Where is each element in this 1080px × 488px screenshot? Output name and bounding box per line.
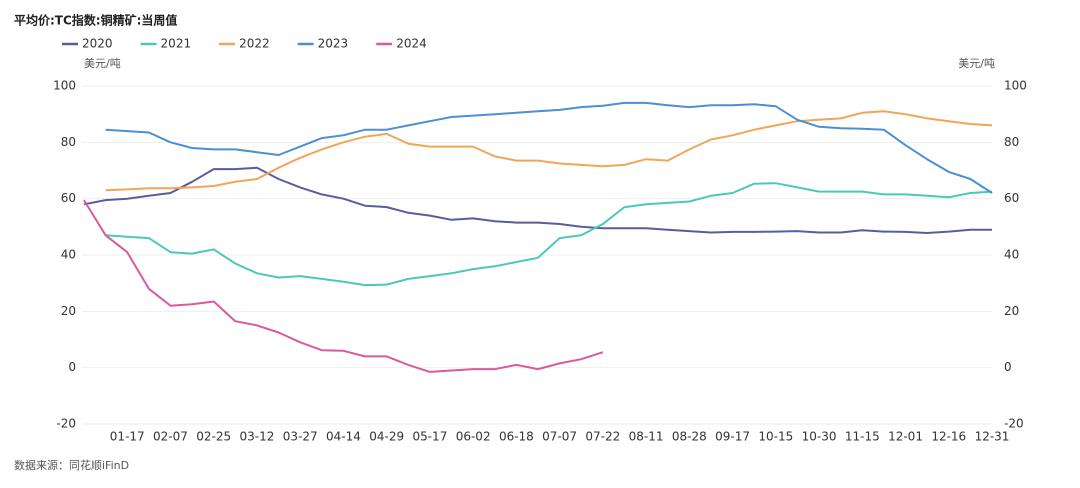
x-tick-label: 12-31 [975,430,1010,444]
series-line [105,182,993,287]
x-tick-label: 08-11 [629,430,664,444]
y-tick-label: 100 [53,79,76,93]
y-tick-label: -20 [56,417,76,431]
y2-tick-label: 80 [1004,135,1019,149]
x-tick-label: 09-17 [715,430,750,444]
y-tick-label: 40 [61,248,76,262]
legend-label: 2024 [396,37,427,51]
x-tick-label: 02-25 [196,430,231,444]
x-tick-label: 04-14 [326,430,361,444]
source: 数据来源：同花顺iFinD [14,458,129,472]
x-tick-label: 10-30 [802,430,837,444]
legend-label: 2022 [239,37,270,51]
y2-tick-label: 40 [1004,248,1019,262]
x-tick-label: 12-16 [931,430,966,444]
y2-axis-label: 美元/吨 [958,57,995,70]
series-line [105,110,993,192]
x-tick-label: 07-07 [542,430,577,444]
y-axis-label: 美元/吨 [84,57,121,70]
x-tick-label: 04-29 [369,430,404,444]
x-tick-label: 07-22 [585,430,620,444]
x-tick-label: 11-15 [845,430,880,444]
x-tick-label: 03-27 [283,430,318,444]
y2-tick-label: 60 [1004,191,1019,205]
y-tick-label: 20 [61,304,76,318]
y-tick-label: 0 [68,360,76,374]
x-tick-label: 06-18 [499,430,534,444]
chart-title: 平均价:TC指数:铜精矿:当周值 [14,13,177,28]
x-tick-label: 10-15 [758,430,793,444]
y2-tick-label: 20 [1004,304,1019,318]
x-tick-label: 06-02 [456,430,491,444]
y-tick-label: 80 [61,135,76,149]
x-tick-label: 08-28 [672,430,707,444]
y2-tick-label: 100 [1004,79,1027,93]
x-tick-label: 01-17 [110,430,145,444]
series-line [83,166,992,234]
y2-tick-label: -20 [1004,417,1024,431]
series-line [105,101,993,194]
x-tick-label: 05-17 [412,430,447,444]
x-tick-label: 12-01 [888,430,923,444]
series-line [83,199,604,373]
legend-label: 2021 [161,37,192,51]
x-tick-label: 03-12 [240,430,275,444]
legend-label: 2020 [82,37,113,51]
legend-label: 2023 [318,37,349,51]
y-tick-label: 60 [61,191,76,205]
y2-tick-label: 0 [1004,360,1012,374]
x-tick-label: 02-07 [153,430,188,444]
